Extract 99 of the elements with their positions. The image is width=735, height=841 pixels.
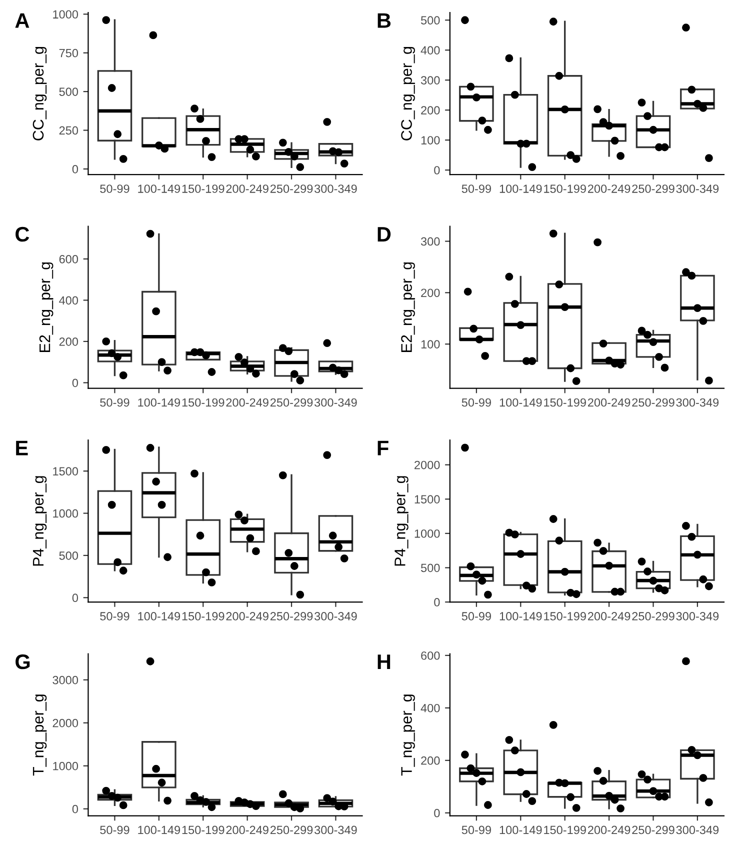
x-tick-label: 300-349 bbox=[314, 184, 357, 193]
y-tick-label: 2000 bbox=[52, 718, 78, 728]
y-tick-label: 200 bbox=[421, 288, 440, 298]
y-tick-label: 1000 bbox=[53, 10, 78, 19]
x-tick-label: 100-149 bbox=[138, 612, 180, 620]
y-tick-label: 500 bbox=[59, 551, 78, 560]
y-tick-label: 200 bbox=[421, 756, 440, 765]
x-tick-label: 200-249 bbox=[588, 826, 630, 834]
x-tick-label: 50-99 bbox=[462, 826, 491, 834]
y-tick-label: 1000 bbox=[53, 509, 78, 518]
x-tick-label: 100-149 bbox=[500, 826, 542, 834]
x-tick-label: 50-99 bbox=[100, 826, 130, 834]
x-tick-label: 250-299 bbox=[270, 612, 313, 620]
x-tick-label: 150-199 bbox=[544, 826, 586, 834]
y-tick-label: 400 bbox=[420, 46, 440, 54]
x-tick-label: 100-149 bbox=[138, 826, 180, 834]
x-tick-label: 300-349 bbox=[676, 184, 719, 193]
y-tick-label: 300 bbox=[420, 237, 440, 246]
y-tick-label: 0 bbox=[72, 378, 78, 388]
chart-title: B bbox=[378, 13, 391, 28]
y-axis-title: E2_ng_per_g bbox=[401, 262, 415, 352]
y-tick-label: 300 bbox=[420, 76, 440, 84]
y-tick-label: 100 bbox=[421, 136, 440, 144]
x-tick-label: 250-299 bbox=[270, 184, 313, 193]
x-tick-label: 150-199 bbox=[182, 612, 224, 620]
chart-title: H bbox=[378, 654, 390, 669]
y-tick-label: 200 bbox=[59, 337, 78, 346]
x-tick-label: 50-99 bbox=[100, 612, 130, 620]
x-tick-label: 100-149 bbox=[500, 612, 542, 620]
x-tick-label: 300-349 bbox=[314, 398, 357, 407]
y-tick-label: 400 bbox=[59, 296, 78, 305]
x-tick-label: 150-199 bbox=[182, 184, 224, 193]
x-tick-label: 50-99 bbox=[462, 612, 491, 620]
chart-title: C bbox=[16, 226, 30, 242]
x-tick-label: 300-349 bbox=[676, 398, 719, 407]
x-tick-label: 50-99 bbox=[100, 398, 130, 407]
x-tick-label: 100-149 bbox=[500, 398, 542, 407]
x-tick-label: 100-149 bbox=[138, 398, 180, 407]
chart-title: F bbox=[378, 440, 388, 456]
chart-title: D bbox=[378, 227, 391, 242]
x-tick-label: 250-299 bbox=[632, 184, 674, 193]
x-tick-label: 300-349 bbox=[314, 826, 357, 834]
y-tick-label: 0 bbox=[72, 165, 78, 174]
y-axis-title: P4_ng_per_g bbox=[394, 476, 408, 566]
y-tick-label: 100 bbox=[421, 340, 440, 348]
x-tick-label: 150-199 bbox=[544, 398, 586, 407]
y-tick-label: 400 bbox=[420, 704, 440, 712]
y-tick-label: 3000 bbox=[52, 676, 78, 684]
x-tick-label: 50-99 bbox=[100, 184, 130, 193]
y-tick-label: 1000 bbox=[414, 529, 440, 538]
x-tick-label: 250-299 bbox=[632, 398, 674, 407]
x-tick-label: 250-299 bbox=[270, 826, 313, 834]
y-tick-label: 0 bbox=[434, 808, 440, 818]
y-tick-label: 1500 bbox=[53, 467, 78, 476]
y-tick-label: 0 bbox=[72, 804, 78, 814]
y-tick-label: 750 bbox=[59, 48, 78, 58]
y-tick-label: 1000 bbox=[53, 762, 78, 770]
x-tick-label: 100-149 bbox=[500, 184, 542, 193]
y-tick-label: 500 bbox=[59, 88, 78, 96]
y-tick-label: 200 bbox=[421, 106, 440, 114]
y-axis-title: P4_ng_per_g bbox=[32, 476, 47, 566]
x-tick-label: 200-249 bbox=[588, 398, 630, 407]
x-tick-label: 150-199 bbox=[544, 612, 586, 620]
y-tick-label: 600 bbox=[421, 651, 440, 660]
x-tick-label: 200-249 bbox=[226, 612, 268, 620]
x-tick-label: 250-299 bbox=[270, 398, 313, 407]
y-tick-label: 0 bbox=[72, 594, 78, 602]
x-tick-label: 200-249 bbox=[226, 398, 268, 407]
y-tick-label: 0 bbox=[434, 598, 440, 606]
x-tick-label: 150-199 bbox=[544, 184, 586, 193]
x-tick-label: 200-249 bbox=[588, 184, 630, 193]
x-tick-label: 50-99 bbox=[462, 398, 491, 407]
y-tick-label: 600 bbox=[59, 254, 78, 264]
chart-title: A bbox=[15, 13, 30, 28]
y-axis-title: CC_ng_per_g bbox=[32, 46, 47, 140]
y-tick-label: 2000 bbox=[414, 460, 440, 470]
x-tick-label: 100-149 bbox=[138, 184, 180, 193]
x-tick-label: 150-199 bbox=[182, 398, 224, 407]
x-tick-label: 200-249 bbox=[226, 184, 268, 193]
x-tick-label: 150-199 bbox=[182, 826, 224, 834]
y-tick-label: 0 bbox=[434, 166, 440, 174]
x-tick-label: 300-349 bbox=[676, 826, 719, 834]
chart-title: E bbox=[16, 440, 28, 456]
y-tick-label: 500 bbox=[420, 16, 440, 25]
x-tick-label: 200-249 bbox=[226, 826, 268, 834]
x-tick-label: 50-99 bbox=[462, 184, 491, 193]
y-axis-title: CC_ng_per_g bbox=[401, 46, 415, 140]
y-axis-title: T_ng_per_g bbox=[32, 694, 47, 776]
chart-title: G bbox=[16, 654, 30, 670]
y-tick-label: 1500 bbox=[414, 495, 440, 504]
y-axis-title: E2_ng_per_g bbox=[39, 262, 54, 352]
x-tick-label: 250-299 bbox=[632, 612, 674, 620]
y-tick-label: 500 bbox=[420, 564, 440, 572]
x-tick-label: 200-249 bbox=[588, 612, 630, 620]
x-tick-label: 300-349 bbox=[314, 612, 357, 620]
y-tick-label: 250 bbox=[59, 126, 78, 135]
x-tick-label: 250-299 bbox=[632, 826, 674, 834]
x-tick-label: 300-349 bbox=[676, 612, 719, 620]
y-axis-title: T_ng_per_g bbox=[401, 694, 415, 776]
